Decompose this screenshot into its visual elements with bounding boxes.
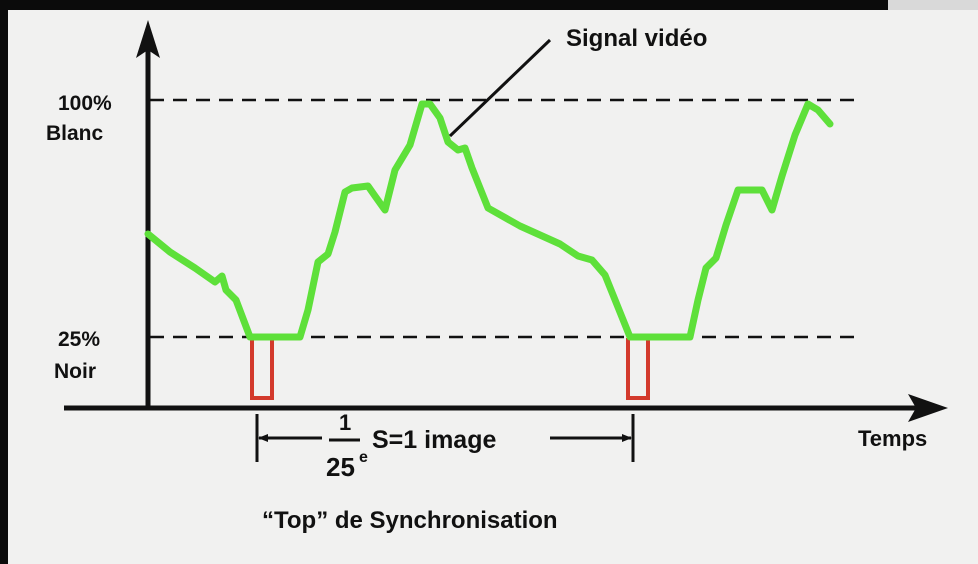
- video-signal-curve: [144, 100, 834, 341]
- sync-caption: “Top” de Synchronisation: [262, 507, 558, 534]
- black-percent-label: 25%: [58, 328, 100, 351]
- signal-leader-line: [448, 38, 552, 138]
- sync-pulse-1: [250, 338, 274, 400]
- top-right-strip: [888, 0, 978, 10]
- black-word-label: Noir: [54, 360, 96, 383]
- fraction-superscript: e: [359, 449, 368, 466]
- fraction-denominator: 25: [326, 452, 355, 482]
- time-axis-label: Temps: [858, 426, 927, 451]
- x-axis-arrowhead: [908, 394, 948, 422]
- sync-pulse-2: [626, 338, 650, 400]
- diagram-panel: [8, 10, 978, 564]
- y-axis-arrowhead: [136, 20, 160, 58]
- white-word-label: Blanc: [46, 122, 104, 145]
- signal-label: Signal vidéo: [566, 25, 707, 52]
- fraction-numerator: 1: [339, 410, 351, 435]
- white-percent-label: 100%: [58, 92, 112, 115]
- period-label: S=1 image: [372, 426, 496, 454]
